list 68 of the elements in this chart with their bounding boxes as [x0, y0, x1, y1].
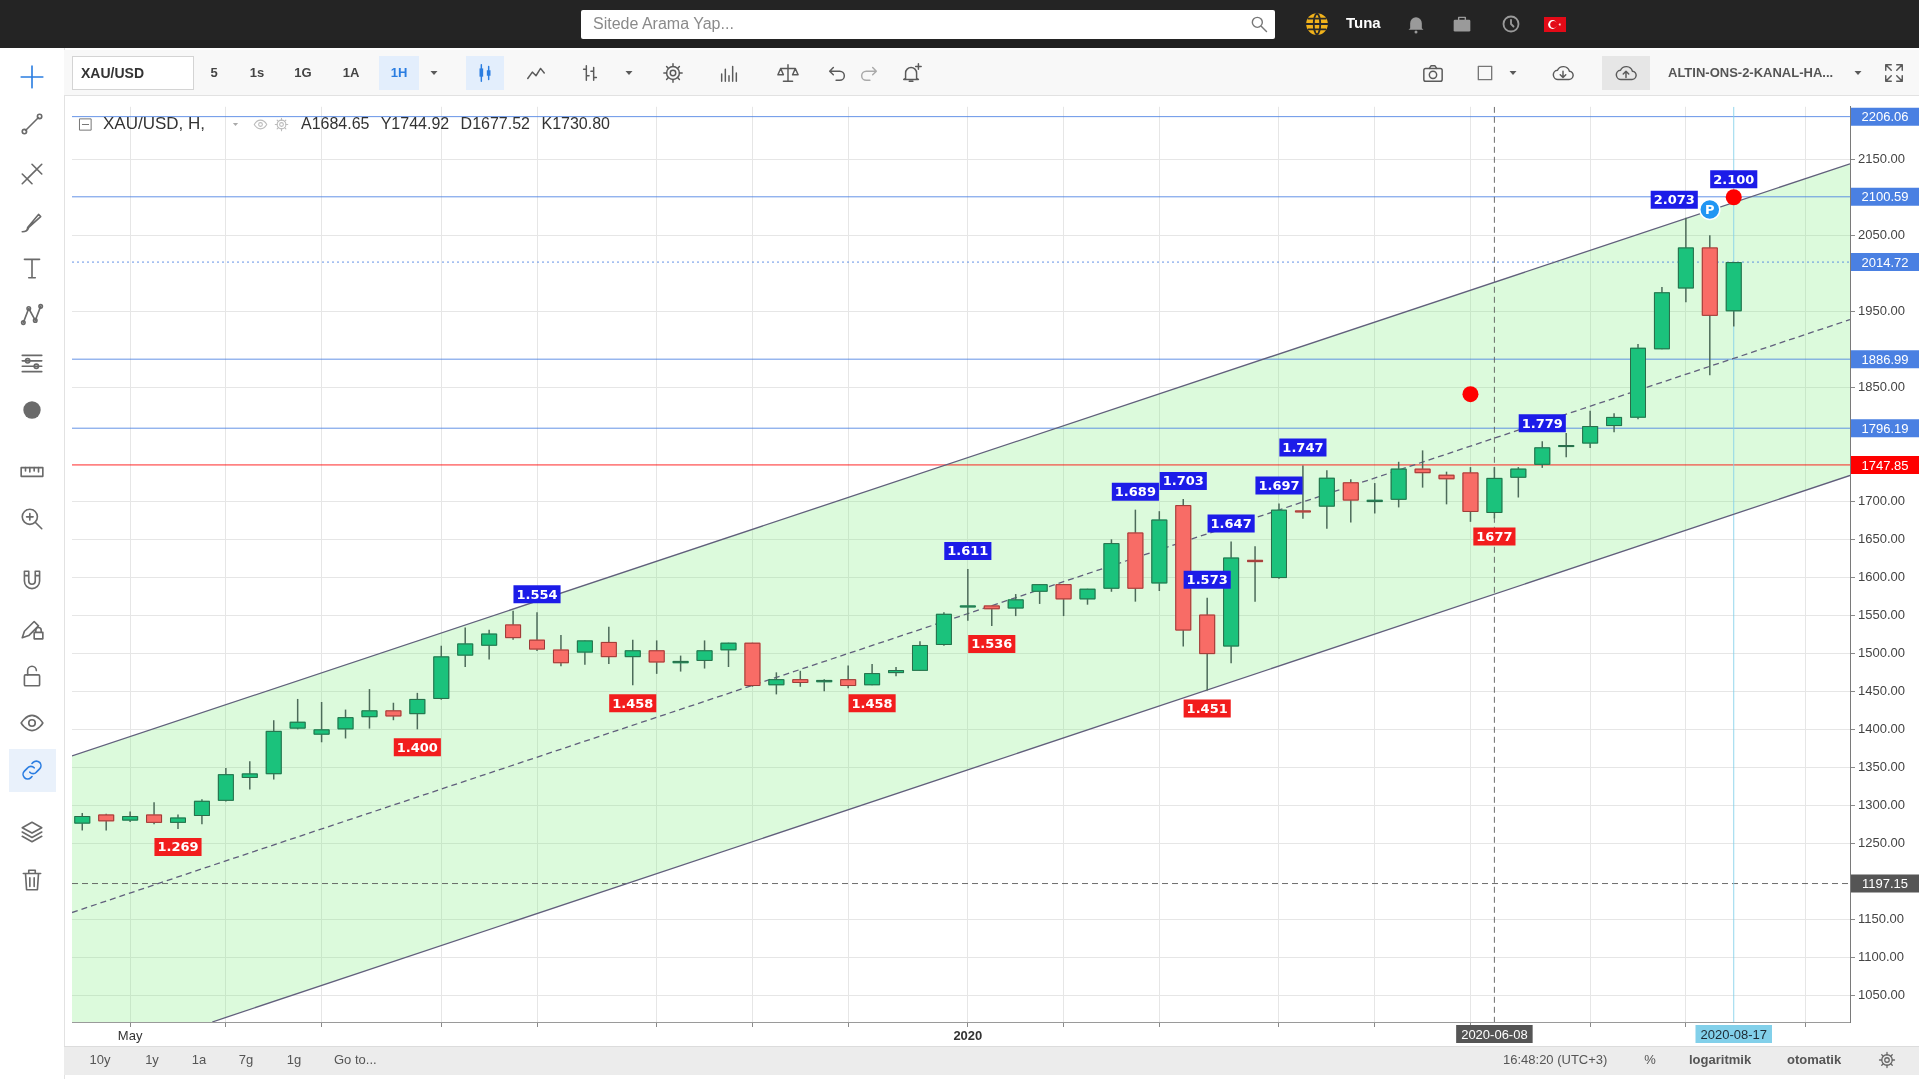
text: 1g	[285, 1051, 303, 1069]
ref-line-label: 1886.99	[1861, 351, 1909, 367]
text: 1y	[144, 1051, 160, 1069]
text: ALTIN-ONS-2-KANAL-HA...	[1668, 64, 1834, 82]
annotation: 1.269	[157, 839, 199, 855]
y-tick-label: 1350.00	[1858, 758, 1905, 774]
text: 1s	[248, 64, 266, 82]
annotation: 1677	[1476, 528, 1513, 544]
annotation: 1.779	[1521, 415, 1563, 431]
ref-line-label: 1747.85	[1861, 457, 1909, 473]
y-tick-label: 1300.00	[1858, 796, 1905, 812]
text: 5	[209, 64, 219, 82]
chart-title: XAU/USD, H,	[103, 114, 206, 133]
y-tick-label: 1050.00	[1858, 986, 1905, 1002]
text: 10y	[88, 1051, 112, 1069]
ref-line-label: 1197.15	[1861, 876, 1909, 892]
y-tick-label: 1400.00	[1858, 720, 1905, 736]
text: 16:48:20 (UTC+3)	[1503, 1051, 1608, 1069]
annotation: 1.611	[947, 543, 989, 559]
text: otomatik	[1787, 1051, 1842, 1069]
text: Go to...	[334, 1051, 377, 1069]
y-tick-label: 1650.00	[1858, 530, 1905, 546]
ref-line-label: 2100.59	[1861, 189, 1909, 205]
y-tick-label: 2150.00	[1858, 150, 1905, 166]
annotation: 2.073	[1653, 192, 1695, 208]
annotation: 1.451	[1186, 700, 1228, 716]
annotation: 1.536	[971, 636, 1013, 652]
text: A1684.65 Y1744.92 D1677.52 K1730.80	[301, 115, 610, 133]
y-tick-label: 1100.00	[1858, 948, 1905, 964]
y-tick-label: 1250.00	[1858, 834, 1905, 850]
annotation: 1.554	[516, 586, 558, 602]
y-tick-label: 1600.00	[1858, 568, 1905, 584]
annotation: 1.400	[396, 739, 438, 755]
y-tick-label: 1450.00	[1858, 682, 1905, 698]
text: 1a	[190, 1051, 208, 1069]
text: 1H	[389, 64, 409, 82]
x-tick-label: May	[117, 1028, 143, 1044]
ref-line-label: 1796.19	[1861, 420, 1909, 436]
ref-line-label: 2014.72	[1861, 254, 1909, 270]
annotation: 1.458	[612, 695, 654, 711]
ref-line-label: 2020-06-08	[1461, 1026, 1528, 1042]
ref-line-label: 2020-08-17	[1700, 1026, 1767, 1042]
annotation: 1.747	[1282, 439, 1324, 455]
x-tick-label: 2020	[953, 1028, 983, 1044]
y-tick-label: 1950.00	[1858, 302, 1905, 318]
y-tick-label: 1700.00	[1858, 492, 1905, 508]
annotation: 1.458	[851, 695, 893, 711]
text: logaritmik	[1689, 1051, 1752, 1069]
annotation: 2.100	[1713, 171, 1755, 187]
annotation: 1.697	[1258, 477, 1300, 493]
y-tick-label: 1150.00	[1858, 910, 1905, 926]
text: XAU/USD	[81, 64, 145, 82]
annotation: 1.689	[1114, 484, 1156, 500]
y-tick-label: 1500.00	[1858, 644, 1905, 660]
annotation: 1.647	[1210, 515, 1252, 531]
annotation: 1.703	[1162, 473, 1204, 489]
text: 1G	[293, 64, 313, 82]
text: Tuna	[1346, 14, 1381, 32]
text: Sitede Arama Yap...	[593, 15, 734, 33]
text: 7g	[237, 1051, 255, 1069]
y-tick-label: 1850.00	[1858, 378, 1905, 394]
y-tick-label: 1550.00	[1858, 606, 1905, 622]
text: 1A	[341, 64, 361, 82]
annotation: P	[1705, 201, 1715, 217]
ref-line-label: 2206.06	[1861, 109, 1909, 125]
annotation: 1.573	[1186, 572, 1228, 588]
text: %	[1643, 1051, 1657, 1069]
y-tick-label: 2050.00	[1858, 226, 1905, 242]
